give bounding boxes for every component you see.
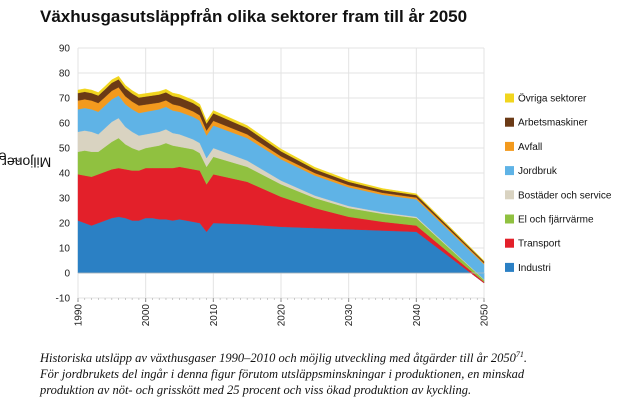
legend: Övriga sektorer Arbetsmaskiner Avfall Jordb… <box>505 93 612 274</box>
y-tick-label: 20 <box>59 219 71 230</box>
area-övriga-sektorer <box>77 75 485 262</box>
data-areas <box>77 75 485 284</box>
x-tick-label: 2030 <box>344 304 355 327</box>
caption-line3: produktion av nöt- och grisskött med 25 … <box>40 383 472 398</box>
legend-swatch <box>505 238 514 248</box>
y-tick-label: 90 <box>59 44 71 55</box>
legend-swatch <box>505 141 514 151</box>
chart-title: Växhusgasutsläppfrån olika sektorer fram… <box>40 7 468 26</box>
y-tick-label: 0 <box>64 269 70 280</box>
legend-label: Arbetsmaskiner <box>518 118 588 129</box>
y-tick-label: 50 <box>59 144 71 155</box>
y-tick-label: 40 <box>59 169 71 180</box>
y-tick-label: -10 <box>56 294 71 305</box>
x-tick-label: 2010 <box>209 304 220 327</box>
legend-swatch <box>505 166 514 176</box>
x-tick-label: 2000 <box>141 304 152 327</box>
legend-label: Industri <box>518 263 551 274</box>
x-tick-label: 2050 <box>480 304 491 327</box>
x-tick-label: 2020 <box>277 304 288 327</box>
caption-line1-end: . <box>523 351 528 366</box>
figure-caption: Historiska utsläpp av växthusgaser 1990–… <box>40 347 620 398</box>
legend-swatch <box>505 190 514 200</box>
caption-footnote-ref: 71 <box>515 350 524 359</box>
y-tick-label: 30 <box>59 194 71 205</box>
caption-line1: Historiska utsläpp av växthusgaser 1990–… <box>40 351 516 366</box>
legend-swatch <box>505 262 514 272</box>
caption-line2: För jordbrukets del ingår i denna figur … <box>40 367 525 382</box>
legend-swatch <box>505 93 514 103</box>
y-tick-label: 70 <box>59 94 71 105</box>
y-tick-label: 80 <box>59 69 71 80</box>
legend-label: Jordbruk <box>518 166 558 177</box>
x-tick-label: 1990 <box>74 304 85 327</box>
legend-label: Transport <box>518 239 561 250</box>
legend-label: Avfall <box>518 142 542 153</box>
x-tick-label: 2040 <box>412 304 423 327</box>
y-tick-label: 60 <box>59 119 71 130</box>
legend-label: Bostäder och service <box>518 190 612 201</box>
legend-label: Övriga sektorer <box>518 93 587 105</box>
y-tick-label: 10 <box>59 244 71 255</box>
legend-label: El och fjärrvärme <box>518 215 594 226</box>
legend-swatch <box>505 117 514 127</box>
legend-swatch <box>505 214 514 224</box>
